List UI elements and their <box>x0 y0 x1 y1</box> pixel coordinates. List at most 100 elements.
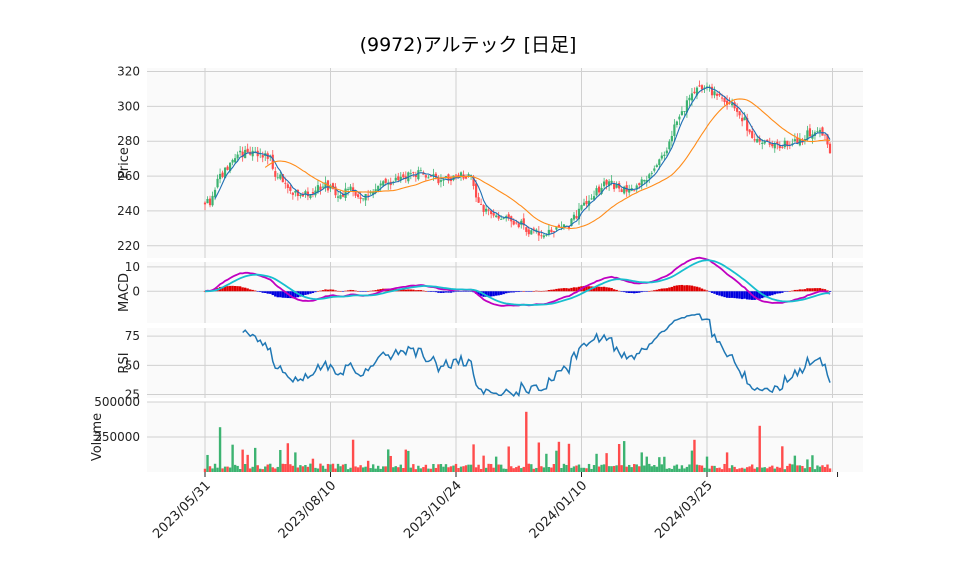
macd-histogram-bar <box>718 291 721 296</box>
volume-bar <box>374 468 377 472</box>
macd-histogram-bar <box>226 286 229 292</box>
candle-body <box>585 201 588 205</box>
candle-body <box>515 222 518 224</box>
macd-histogram-bar <box>291 291 295 299</box>
volume-bar <box>412 464 415 472</box>
candle-body <box>216 178 219 188</box>
candle-body <box>221 172 224 177</box>
volume-bar <box>467 464 470 472</box>
candle-body <box>512 221 515 225</box>
volume-bar <box>695 464 699 472</box>
macd-histogram-bar <box>788 291 792 292</box>
volume-bar <box>387 449 390 472</box>
macd-histogram-bar <box>356 291 360 292</box>
candle-body <box>294 190 297 193</box>
candle-body <box>309 194 312 199</box>
macd-histogram-bar <box>740 291 744 300</box>
volume-bar <box>223 466 227 472</box>
volume-bar <box>615 465 618 472</box>
volume-bar <box>620 465 623 472</box>
macd-histogram-bar <box>389 289 392 292</box>
candle-body <box>213 189 217 198</box>
volume-bar <box>627 464 631 472</box>
volume-bar <box>221 468 224 472</box>
volume-bar <box>776 466 779 472</box>
candle-body <box>828 143 832 154</box>
volume-bar <box>399 464 402 472</box>
candle-body <box>781 147 784 148</box>
volume-bar <box>675 464 679 472</box>
volume-bar <box>630 467 633 472</box>
volume-bar <box>572 466 576 472</box>
macd-histogram-bar <box>336 290 340 292</box>
macd-ytick-label: 10 <box>125 260 140 274</box>
macd-histogram-bar <box>477 291 480 296</box>
rsi-axis-label: RSI <box>117 352 132 373</box>
macd-histogram-bar <box>502 291 505 295</box>
macd-histogram-bar <box>771 291 774 296</box>
volume-bar <box>791 464 794 472</box>
macd-histogram-bar <box>828 291 832 292</box>
volume-bar <box>700 465 704 472</box>
macd-histogram-bar <box>738 291 741 299</box>
volume-bar <box>542 467 546 472</box>
chart-title: (9972)アルテック [日足] <box>360 34 577 56</box>
volume-bar <box>469 464 473 472</box>
volume-bar <box>520 468 523 472</box>
macd-histogram-bar <box>527 291 530 292</box>
macd-histogram-bar <box>758 291 761 299</box>
volume-bar <box>715 468 719 472</box>
macd-histogram-bar <box>261 291 264 293</box>
volume-bar <box>617 444 621 472</box>
macd-histogram-bar <box>570 287 573 292</box>
macd-histogram-bar <box>756 291 759 300</box>
macd-histogram-bar <box>768 291 771 296</box>
volume-bar <box>457 468 460 472</box>
volume-bar <box>555 450 558 472</box>
macd-histogram-bar <box>622 291 626 293</box>
price-ytick-label: 320 <box>117 64 140 78</box>
candle-body <box>577 208 581 220</box>
macd-histogram-bar <box>786 291 789 292</box>
macd-histogram-bar <box>442 291 445 293</box>
volume-bar <box>738 468 741 472</box>
macd-histogram-bar <box>447 291 450 293</box>
macd-histogram-bar <box>710 291 714 293</box>
macd-histogram-bar <box>688 285 691 292</box>
volume-bar <box>236 465 239 472</box>
volume-bar <box>284 464 287 472</box>
candle-body <box>562 224 566 228</box>
candle-body <box>645 180 648 183</box>
volume-bar <box>688 464 691 472</box>
volume-bar <box>535 467 538 472</box>
volume-bar <box>208 466 212 472</box>
volume-bar <box>449 466 453 472</box>
volume-bar <box>474 467 478 472</box>
candle-body <box>746 117 749 131</box>
macd-histogram-bar <box>720 291 724 297</box>
macd-histogram-bar <box>730 291 734 298</box>
candle-body <box>580 205 583 210</box>
candle-body <box>336 196 340 198</box>
macd-axis-label: MACD <box>117 273 132 312</box>
volume-bar <box>361 467 365 472</box>
rsi-line <box>242 313 831 398</box>
candle-body <box>628 189 631 193</box>
volume-bar <box>796 465 799 472</box>
volume-bar <box>743 468 746 472</box>
candle-body <box>823 134 827 136</box>
macd-histogram-bar <box>816 288 819 292</box>
candle-body <box>678 116 681 120</box>
volume-bar <box>813 469 817 472</box>
volume-bar <box>570 467 573 472</box>
candle-body <box>442 179 445 181</box>
candle-body <box>271 154 274 169</box>
volume-bar <box>643 465 646 472</box>
macd-histogram-bar <box>555 288 558 292</box>
macd-histogram-bar <box>602 286 606 292</box>
macd-histogram-bar <box>515 291 518 293</box>
volume-bar <box>226 466 229 472</box>
macd-histogram-bar <box>228 285 232 292</box>
volume-bar <box>728 468 731 472</box>
macd-histogram-bar <box>735 291 739 299</box>
